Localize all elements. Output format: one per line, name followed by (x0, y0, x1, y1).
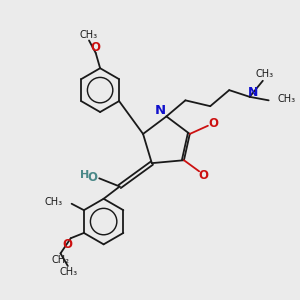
Text: CH₃: CH₃ (278, 94, 296, 104)
Text: O: O (199, 169, 209, 182)
Text: CH₃: CH₃ (80, 30, 98, 40)
Text: CH₃: CH₃ (255, 69, 273, 79)
Text: N: N (155, 104, 166, 117)
Text: O: O (88, 171, 98, 184)
Text: N: N (248, 86, 258, 99)
Text: H: H (80, 170, 89, 180)
Text: O: O (91, 41, 101, 54)
Text: CH₃: CH₃ (45, 197, 63, 207)
Text: O: O (208, 117, 218, 130)
Text: CH₃: CH₃ (59, 267, 77, 278)
Text: O: O (62, 238, 72, 250)
Text: CH₂: CH₂ (52, 255, 70, 265)
